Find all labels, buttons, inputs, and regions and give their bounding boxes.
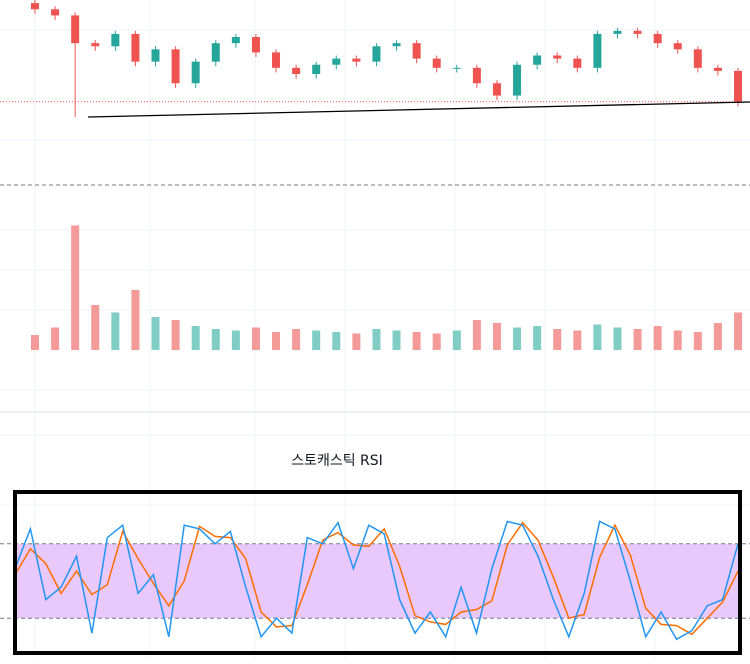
band-fill [15, 543, 740, 619]
volume-bar [693, 332, 702, 350]
candle-body [211, 43, 220, 62]
volume-bar [191, 326, 200, 350]
volume-bar [673, 330, 682, 350]
volume-bar [332, 332, 341, 350]
trend-line [87, 101, 750, 118]
volume-bar [91, 305, 100, 350]
stoch-pane [0, 520, 750, 641]
candle-body [332, 58, 341, 65]
price-pane [0, 0, 750, 118]
volume-bar [151, 317, 160, 350]
candle-body [513, 64, 522, 96]
candle-body [231, 37, 240, 44]
volume-bar [31, 335, 39, 350]
candle-body [633, 30, 642, 34]
volume-bar [593, 324, 602, 350]
candle-body [91, 43, 100, 47]
candle-body [593, 33, 602, 68]
volume-bar [272, 332, 281, 350]
indicator-title: 스토캐스틱 RSI [291, 453, 383, 469]
candle-body [312, 64, 321, 74]
candle-body [251, 37, 260, 53]
volume-bar [513, 327, 522, 350]
volume-bar [251, 327, 260, 350]
candle-body [171, 49, 180, 84]
highlight-box [13, 490, 742, 655]
candle-body [352, 58, 361, 62]
candle-body [472, 67, 481, 84]
volume-bar [492, 323, 501, 350]
volume-bar [653, 326, 662, 350]
volume-bar [573, 330, 582, 350]
volume-bar [71, 225, 80, 350]
candle-body [131, 33, 140, 62]
stoch-line [14, 520, 739, 641]
candle-body [713, 67, 722, 71]
candle-body [613, 30, 622, 34]
candle-body [452, 67, 461, 69]
candle-body [693, 49, 702, 68]
volume-bar [533, 326, 542, 350]
candle-body [412, 43, 421, 59]
candle-body [292, 67, 301, 74]
candle-body [492, 83, 501, 96]
volume-bar [231, 330, 240, 350]
candle-body [432, 58, 441, 68]
candle-body [51, 9, 60, 16]
volume-bar [111, 312, 120, 350]
volume-bar [472, 320, 481, 350]
stoch-line [14, 521, 739, 636]
candle-body [372, 46, 381, 62]
volume-bar [432, 333, 441, 350]
candle-body [272, 52, 281, 68]
candle-body [533, 55, 542, 65]
volume-bar [171, 320, 180, 350]
volume-bar [131, 290, 140, 350]
candle-body [673, 43, 682, 50]
volume-bar [553, 329, 562, 350]
volume-bar [352, 333, 361, 350]
volume-bar [713, 323, 722, 350]
volume-bar [613, 327, 622, 350]
volume-bar [633, 329, 642, 350]
volume-bar [312, 330, 321, 350]
candle-body [191, 61, 200, 84]
volume-bar [51, 327, 60, 350]
volume-pane [31, 225, 742, 350]
candle-body [151, 49, 160, 62]
volume-bar [211, 329, 220, 350]
candle-body [71, 15, 80, 44]
candle-body [653, 33, 662, 44]
candle-body [734, 70, 742, 102]
volume-bar [412, 332, 421, 350]
volume-bar [392, 330, 401, 350]
volume-bar [372, 329, 381, 350]
candle-body [573, 58, 582, 68]
candle-body [553, 55, 562, 59]
candle-body [111, 33, 120, 47]
volume-bar [734, 312, 742, 350]
candle-body [31, 3, 39, 10]
volume-bar [452, 330, 461, 350]
volume-bar [292, 329, 301, 350]
candle-body [392, 43, 401, 47]
